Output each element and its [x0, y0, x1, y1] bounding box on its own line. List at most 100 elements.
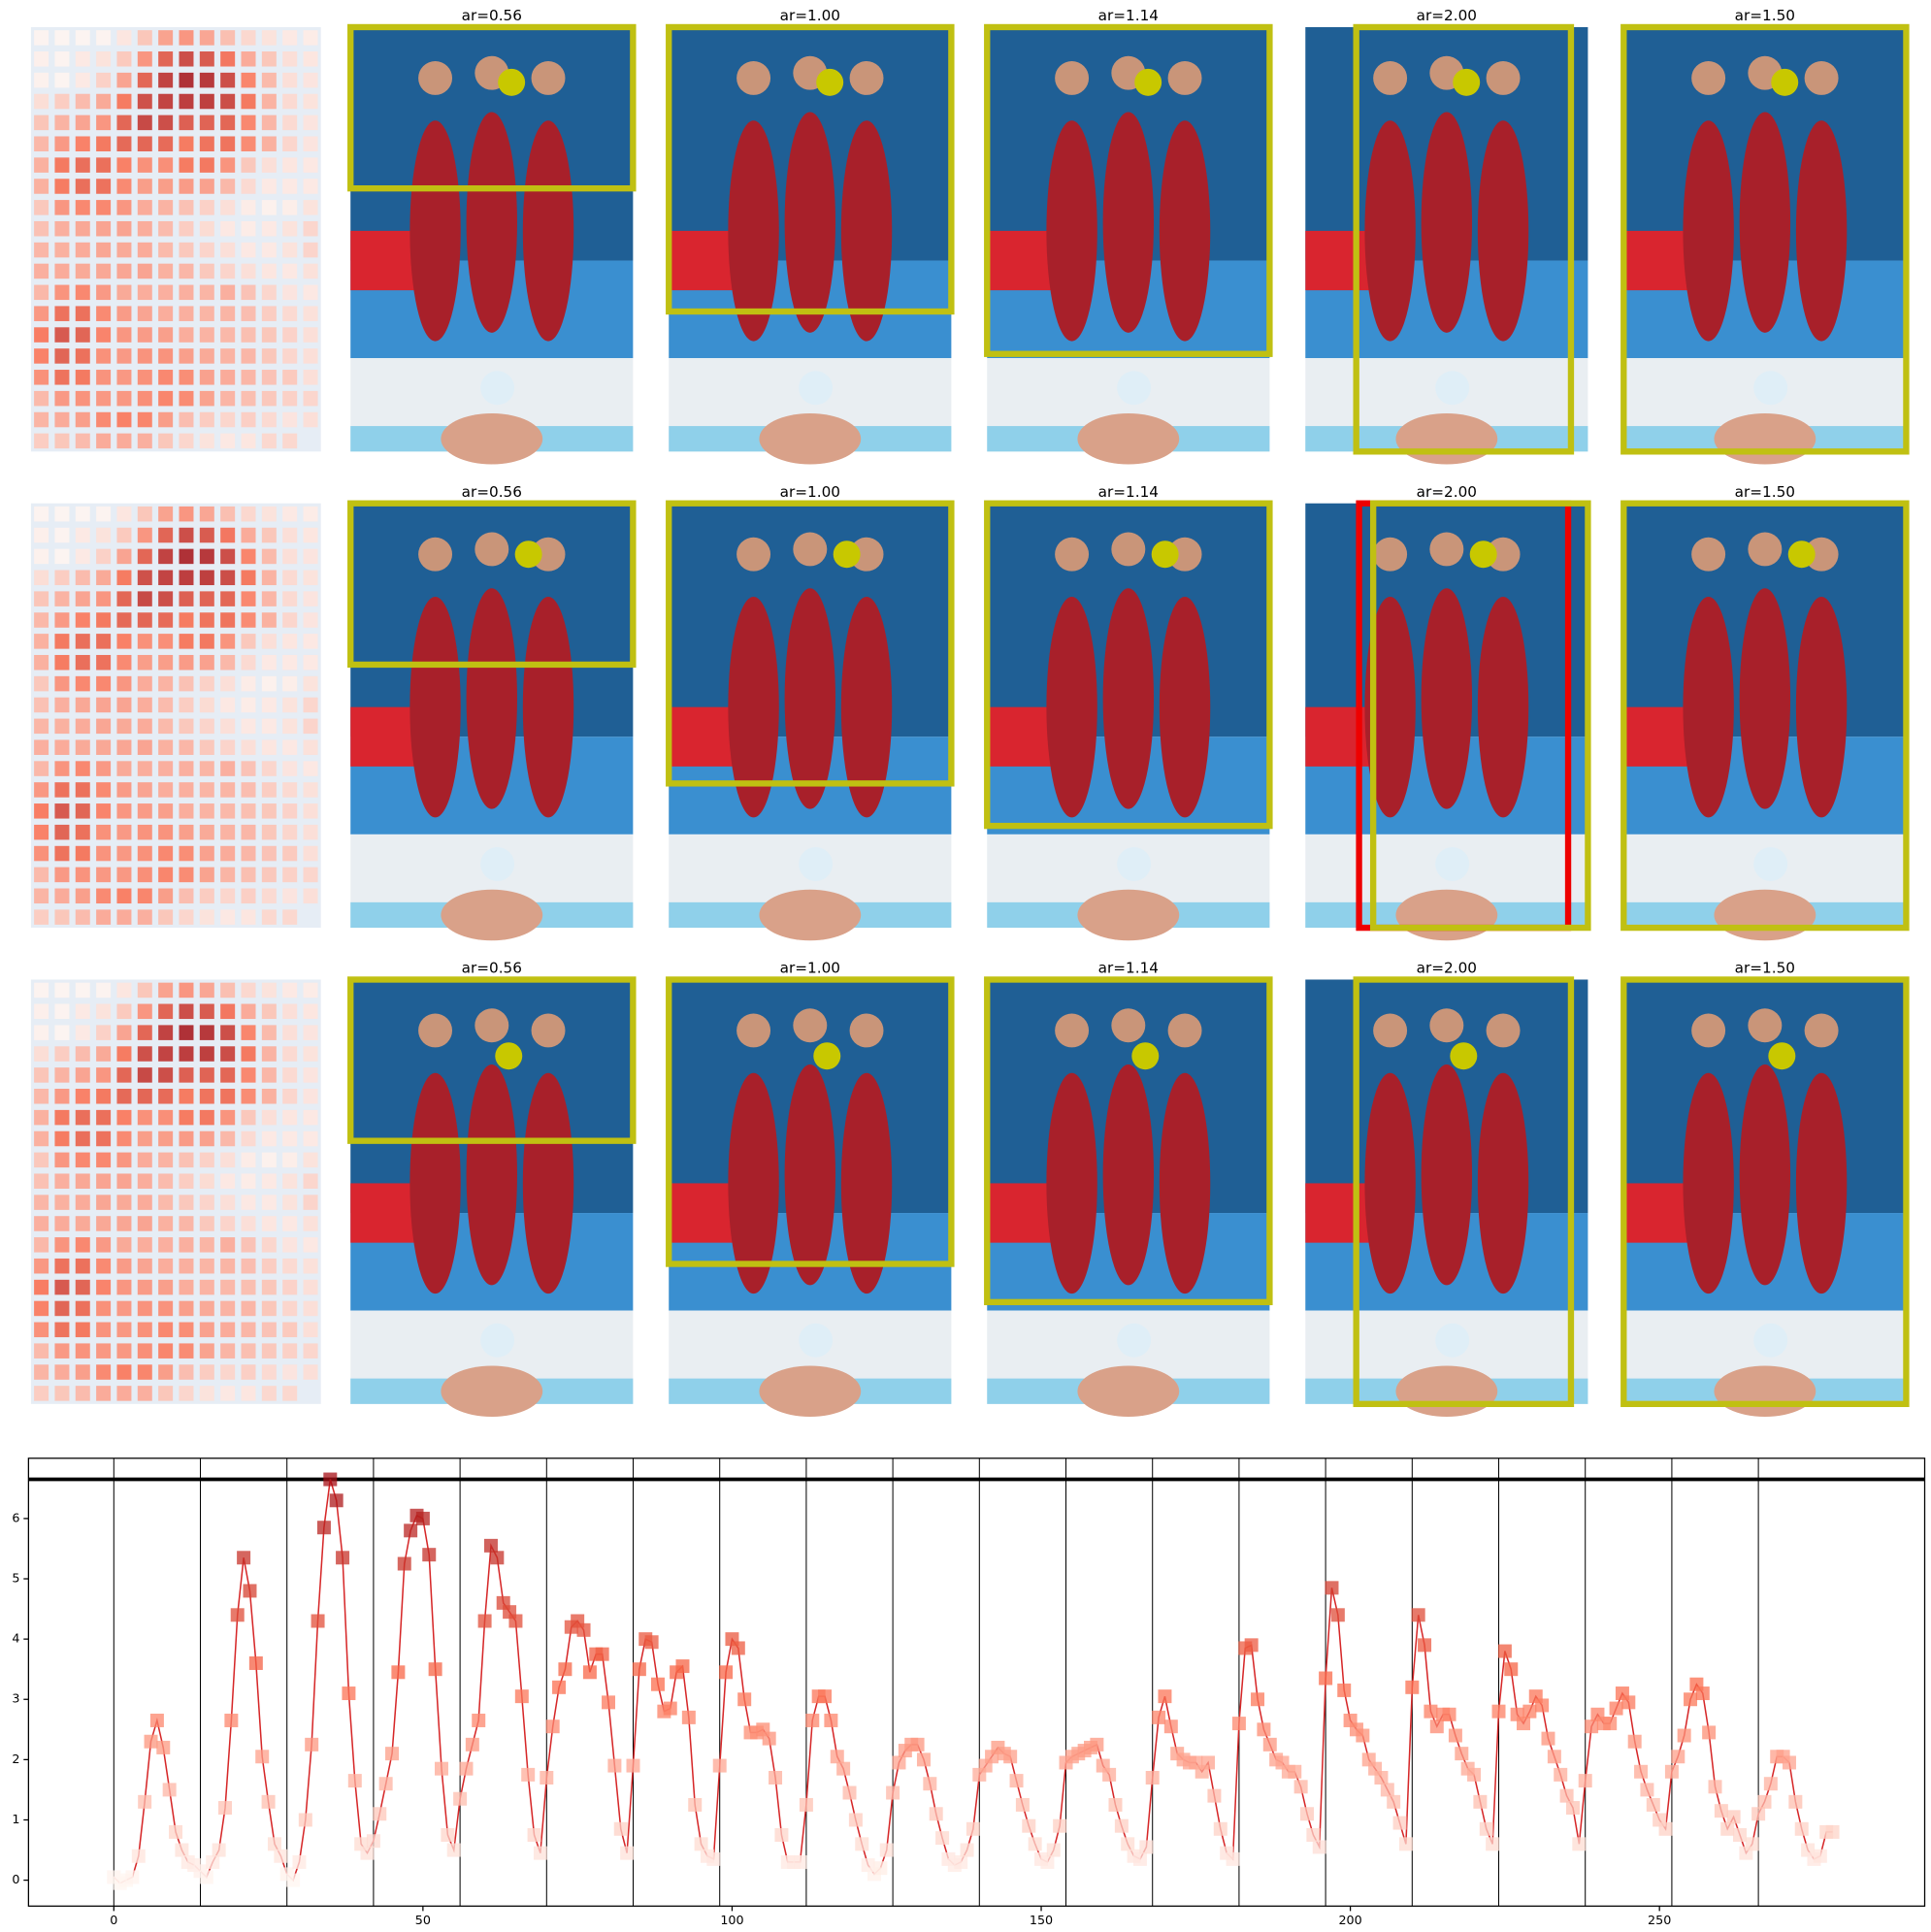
heatmap-cell: [220, 548, 236, 565]
heatmap-cell: [303, 612, 318, 628]
marker: [1788, 1794, 1803, 1809]
heatmap-cell: [54, 1237, 70, 1253]
marker: [1288, 1764, 1302, 1779]
heatmap-cell: [116, 1279, 132, 1295]
heatmap-cell: [75, 845, 90, 862]
marker: [1028, 1837, 1042, 1851]
heatmap-cell: [303, 1109, 318, 1126]
heatmap-cell: [241, 867, 256, 883]
heatmap-cell: [303, 30, 318, 46]
heatmap-cell: [282, 1130, 298, 1147]
focus-point: [1453, 68, 1481, 96]
heatmap-cell: [158, 51, 174, 67]
marker: [1330, 1608, 1345, 1622]
heatmap-cell: [116, 824, 132, 840]
heatmap-cell: [96, 1322, 112, 1338]
swimmer-in-water: [1714, 889, 1816, 941]
swimmer-in-water: [1714, 412, 1816, 465]
heatmap-cell: [96, 1343, 112, 1359]
swimmer-body: [840, 596, 893, 818]
heatmap-cell: [75, 1279, 90, 1295]
swimmer-body: [728, 120, 779, 342]
swimmer-body: [409, 120, 461, 342]
photo: [1623, 979, 1907, 1417]
marker: [552, 1680, 567, 1694]
heatmap-cell: [220, 1322, 236, 1338]
heatmap-cell: [75, 1216, 90, 1231]
swimmer-head: [1691, 537, 1726, 572]
heatmap-cell: [137, 433, 152, 449]
heatmap-cell: [75, 739, 90, 755]
heatmap-cell: [261, 761, 277, 776]
heatmap-cell: [116, 739, 132, 755]
heatmap-cell: [34, 1237, 49, 1253]
heatmap-cell: [75, 697, 90, 713]
heatmap-cell: [116, 1364, 132, 1380]
heatmap-cell: [96, 1067, 112, 1083]
heatmap-cell: [282, 51, 298, 67]
heatmap-cell: [303, 739, 318, 755]
heatmap-cell: [54, 411, 70, 428]
heatmap-cell: [179, 845, 194, 862]
swimmer-head: [418, 537, 453, 572]
heatmap-cell: [34, 93, 49, 110]
heatmap-cell: [303, 72, 318, 88]
heatmap-cell: [116, 761, 132, 776]
heatmap-cell: [199, 115, 214, 131]
heatmap-cell: [54, 1067, 70, 1083]
heatmap-cell: [75, 1046, 90, 1062]
marker: [1554, 1767, 1568, 1782]
swimmer-body: [522, 120, 574, 342]
heatmap-cell: [199, 30, 214, 46]
heatmap-cell: [158, 867, 174, 883]
heatmap-cell: [116, 1130, 132, 1147]
heatmap-cell: [75, 200, 90, 215]
crop-box: [347, 23, 637, 192]
heatmap-cell: [137, 1025, 152, 1040]
swimmer-cap: [1435, 371, 1470, 406]
swimmer-body: [409, 596, 461, 818]
heatmap-cell: [179, 1173, 194, 1189]
marker: [366, 1834, 380, 1849]
heatmap-cell: [158, 824, 174, 840]
heatmap-cell: [96, 867, 112, 883]
heatmap-cell: [96, 370, 112, 385]
heatmap-cell: [303, 697, 318, 713]
heatmap-cell: [199, 200, 214, 215]
heatmap-cell: [303, 803, 318, 819]
heatmap-cell: [220, 1386, 236, 1401]
swimmer-body: [1421, 112, 1473, 333]
marker: [1424, 1704, 1438, 1719]
heatmap-cell: [158, 697, 174, 713]
heatmap-cell: [96, 570, 112, 586]
y-tick-label: 1: [12, 1812, 19, 1826]
swimmer-in-water: [441, 1365, 543, 1417]
heatmap-cell: [75, 824, 90, 840]
heatmap-cell: [199, 1109, 214, 1126]
heatmap-cell: [261, 72, 277, 88]
heatmap-cell: [34, 1322, 49, 1338]
heatmap-cell: [261, 506, 277, 522]
heatmap-cell: [179, 1089, 194, 1104]
heatmap-cell: [241, 1258, 256, 1274]
heatmap-cell: [241, 697, 256, 713]
heatmap-cell: [158, 1152, 174, 1168]
heatmap-cell: [34, 1130, 49, 1147]
heatmap-cell: [137, 867, 152, 883]
heatmap-cell: [96, 888, 112, 904]
heatmap-cell: [137, 845, 152, 862]
heatmap-cell: [158, 739, 174, 755]
heatmap-cell: [34, 1195, 49, 1210]
crop-box: [1369, 500, 1591, 932]
heatmap-cell: [241, 982, 256, 999]
heatmap-cell: [220, 909, 236, 925]
heatmap-cell: [261, 1300, 277, 1317]
heatmap-cell: [261, 803, 277, 819]
marker: [842, 1785, 857, 1800]
x-tick-label: 0: [110, 1913, 117, 1927]
heatmap-cell: [116, 570, 132, 586]
heatmap-cell: [34, 1046, 49, 1062]
heatmap-cell: [261, 1003, 277, 1020]
heatmap-cell: [179, 654, 194, 671]
heatmap-cell: [282, 1237, 298, 1253]
